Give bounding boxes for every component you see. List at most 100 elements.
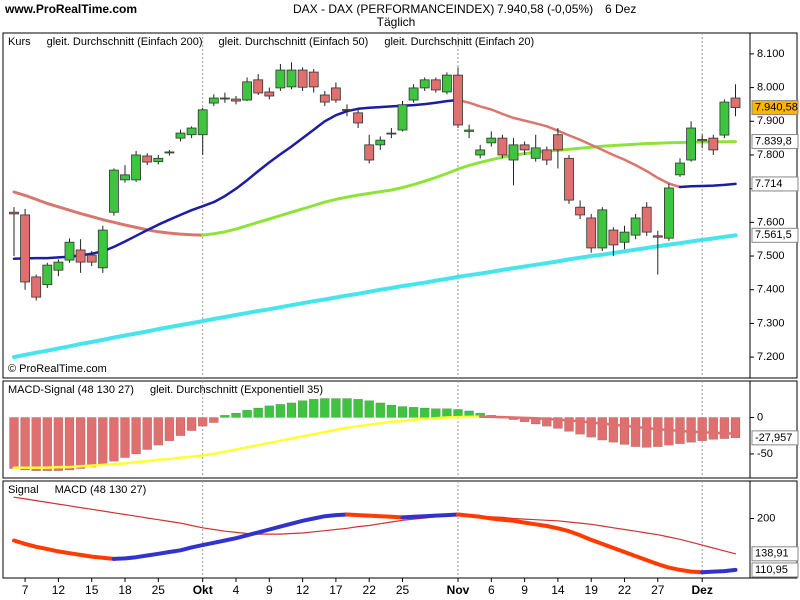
candle-body [730,97,741,108]
last-value-label: 7.839,8 [755,135,792,147]
candle-body [530,147,541,159]
legend-entry: gleit. Durchschnitt (Exponentiell 35) [150,384,323,396]
candle-body [231,98,241,102]
candle-body [475,149,486,156]
histogram-bar [653,417,663,447]
candle-body [575,206,585,216]
candle-body [430,79,441,91]
last-value-label: 7.714 [755,178,783,190]
histogram-bar [408,407,419,418]
x-tick-label: 14 [551,583,565,597]
candle-body [541,149,552,161]
candle-body [264,91,275,97]
histogram-bar [686,417,696,443]
candle-body [64,241,75,261]
legend-entry: Signal [8,484,39,496]
candle-body [630,217,641,236]
quote-date: 6 Dez [605,2,636,16]
histogram-bar [331,398,341,418]
line-series [400,512,460,520]
histogram-bar [64,417,75,471]
candle-body [286,69,297,88]
histogram-bar [264,405,275,418]
line-series [700,567,738,575]
candle-body [664,187,674,239]
last-value-box [751,430,799,446]
candle-body [441,74,452,93]
histogram-bar [109,417,119,462]
candle-body [253,79,264,94]
histogram-bar [197,417,208,427]
candle-body [608,229,619,246]
line-series [12,538,116,561]
candle-body [364,144,375,161]
candle-body [497,137,508,156]
candle-body [275,69,286,89]
histogram-bar [286,402,297,418]
last-value-box [751,562,799,578]
candle-body [597,209,608,249]
x-tick-label: 25 [152,583,166,597]
histogram-bar [220,415,230,418]
y-tick-label: 7.200 [757,351,785,363]
histogram-bar [708,417,719,440]
candle-body [186,127,197,136]
candle-body [31,276,42,298]
legend-entry: MACD-Signal (48 130 27) [8,384,134,396]
candle-body [208,97,219,104]
panel-frame [2,480,798,579]
histogram-bar [431,408,441,418]
x-tick-label: 4 [233,583,240,597]
histogram-bar [697,417,707,442]
histogram-bar [86,417,97,468]
candle-body [9,211,19,215]
histogram-bar [308,398,319,418]
candle-body [197,109,208,136]
candle-body [175,132,186,139]
histogram-bar [353,398,363,418]
x-tick-label: 19 [585,583,599,597]
x-tick-label: 17 [329,583,343,597]
histogram-bar [719,417,730,439]
candle-body [641,206,652,233]
y-tick-label: -50 [757,448,773,460]
candle-body [652,235,663,238]
last-value-box [751,134,799,150]
last-value-label: 7.940,58 [755,102,798,114]
histogram-bar [9,417,19,469]
candle-body [242,81,253,101]
x-tick-label: 9 [266,583,273,597]
y-tick-label: 7.900 [757,115,785,127]
candle-body [519,144,530,151]
candle-body [164,151,175,154]
candle-body [120,174,130,181]
histogram-bar [553,417,563,429]
line-series [345,512,405,520]
candle-body [375,139,386,146]
last-value-box [751,176,799,192]
candle-body [86,254,97,263]
histogram-bar [730,417,741,439]
line-series [111,512,349,561]
histogram-bar [597,417,608,441]
histogram-bar [20,417,30,471]
x-tick-label: 18 [118,583,132,597]
candle-body [508,144,519,161]
y-tick-label: 7.800 [757,149,785,161]
legend-entry: gleit. Durchschnitt (Einfach 200) [47,36,203,48]
x-tick-label: 15 [85,583,99,597]
candle-body [386,132,397,135]
x-tick-label: Nov [447,583,470,597]
candle-body [675,162,685,176]
last-value-label: 138,91 [755,548,789,560]
line-series [12,233,738,360]
histogram-bar [53,417,64,471]
histogram-bar [575,417,585,435]
legend-entry: gleit. Durchschnitt (Einfach 20) [384,36,534,48]
legend-entry: MACD (48 130 27) [55,484,147,496]
histogram-bar [164,417,175,442]
histogram-bar [242,409,252,418]
legend-entry: gleit. Durchschnitt (Einfach 50) [219,36,369,48]
